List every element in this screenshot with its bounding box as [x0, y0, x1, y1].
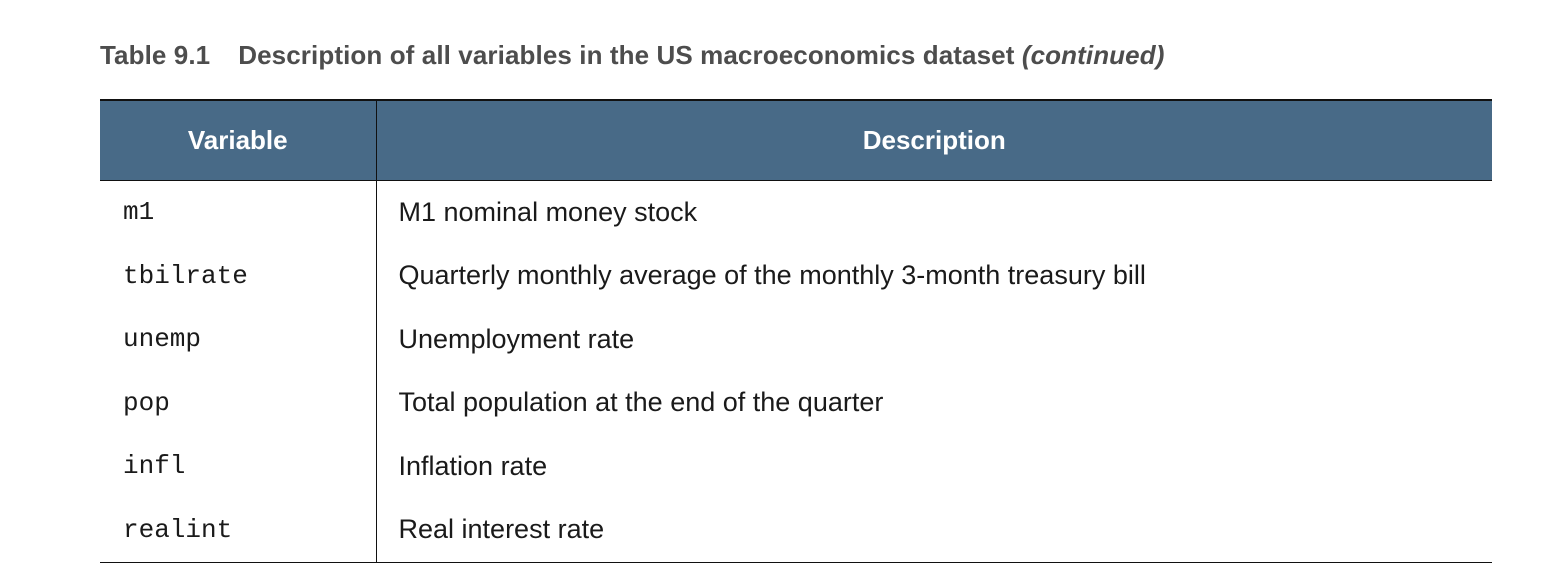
- table-row: tbilrate Quarterly monthly average of th…: [100, 244, 1492, 308]
- table-row: realint Real interest rate: [100, 498, 1492, 563]
- variable-cell: m1: [100, 180, 377, 244]
- table-row: pop Total population at the end of the q…: [100, 371, 1492, 435]
- description-cell: M1 nominal money stock: [398, 196, 698, 227]
- variable-cell: unemp: [100, 307, 377, 371]
- header-variable: Variable: [100, 99, 377, 181]
- description-cell: Real interest rate: [376, 498, 1492, 563]
- variable-cell: tbilrate: [100, 244, 377, 308]
- variable-cell: pop: [100, 371, 377, 435]
- description-cell: Total population at the end of the quart…: [398, 387, 884, 418]
- variable-cell: realint: [100, 498, 377, 563]
- caption-continued: (continued): [1021, 40, 1165, 70]
- description-cell: Unemployment rate: [398, 323, 635, 354]
- table-header-row: Variable Description: [100, 99, 1492, 181]
- description-cell: Inflation rate: [398, 450, 548, 481]
- table-number: Table 9.1: [100, 40, 211, 70]
- table-row: m1 M1 nominal money stock: [100, 180, 1492, 244]
- variable-cell: infl: [100, 434, 377, 498]
- table-row: unemp Unemployment rate: [100, 307, 1492, 371]
- table-row: infl Inflation rate: [100, 434, 1492, 498]
- variables-table-container: Variable Description m1 M1 nominal money…: [100, 99, 1492, 563]
- table-caption: Table 9.1 Description of all variables in…: [100, 40, 1164, 71]
- variables-table: Variable Description m1 M1 nominal money…: [100, 99, 1492, 563]
- header-description: Description: [376, 99, 1492, 181]
- caption-title: Description of all variables in the US m…: [238, 40, 1015, 70]
- description-cell: Quarterly monthly average of the monthly…: [398, 260, 1146, 291]
